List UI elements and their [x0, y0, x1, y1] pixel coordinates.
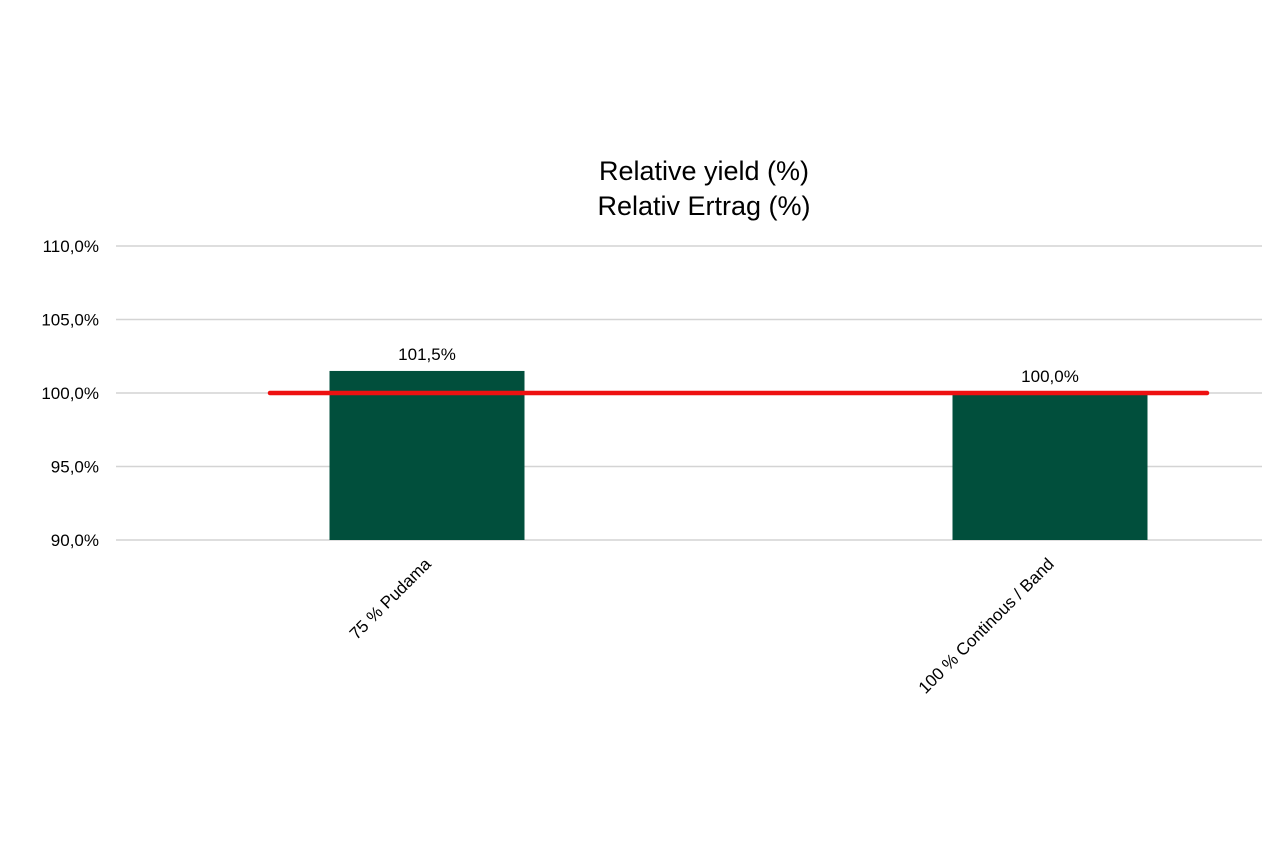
- data-labels: 101,5% 100,0%: [398, 345, 1079, 386]
- bars: [329, 370, 1148, 540]
- bar: [329, 370, 525, 540]
- x-axis-category-labels: 75 % Pudama 100 % Continous / Band: [346, 554, 1058, 697]
- y-tick-label: 105,0%: [41, 311, 99, 330]
- data-label: 100,0%: [1021, 367, 1079, 386]
- chart-title: Relative yield (%) Relativ Ertrag (%): [597, 156, 810, 221]
- x-category-label: 100 % Continous / Band: [915, 554, 1058, 697]
- y-axis-tick-labels: 90,0% 95,0% 100,0% 105,0% 110,0%: [41, 237, 99, 550]
- y-tick-label: 95,0%: [51, 458, 99, 477]
- x-category-label: 75 % Pudama: [346, 554, 435, 643]
- chart-title-line-german: Relativ Ertrag (%): [597, 191, 810, 221]
- y-tick-label: 100,0%: [41, 384, 99, 403]
- y-tick-label: 90,0%: [51, 531, 99, 550]
- chart-title-line-english: Relative yield (%): [599, 156, 809, 186]
- data-label: 101,5%: [398, 345, 456, 364]
- bar: [952, 393, 1148, 540]
- y-tick-label: 110,0%: [43, 237, 99, 256]
